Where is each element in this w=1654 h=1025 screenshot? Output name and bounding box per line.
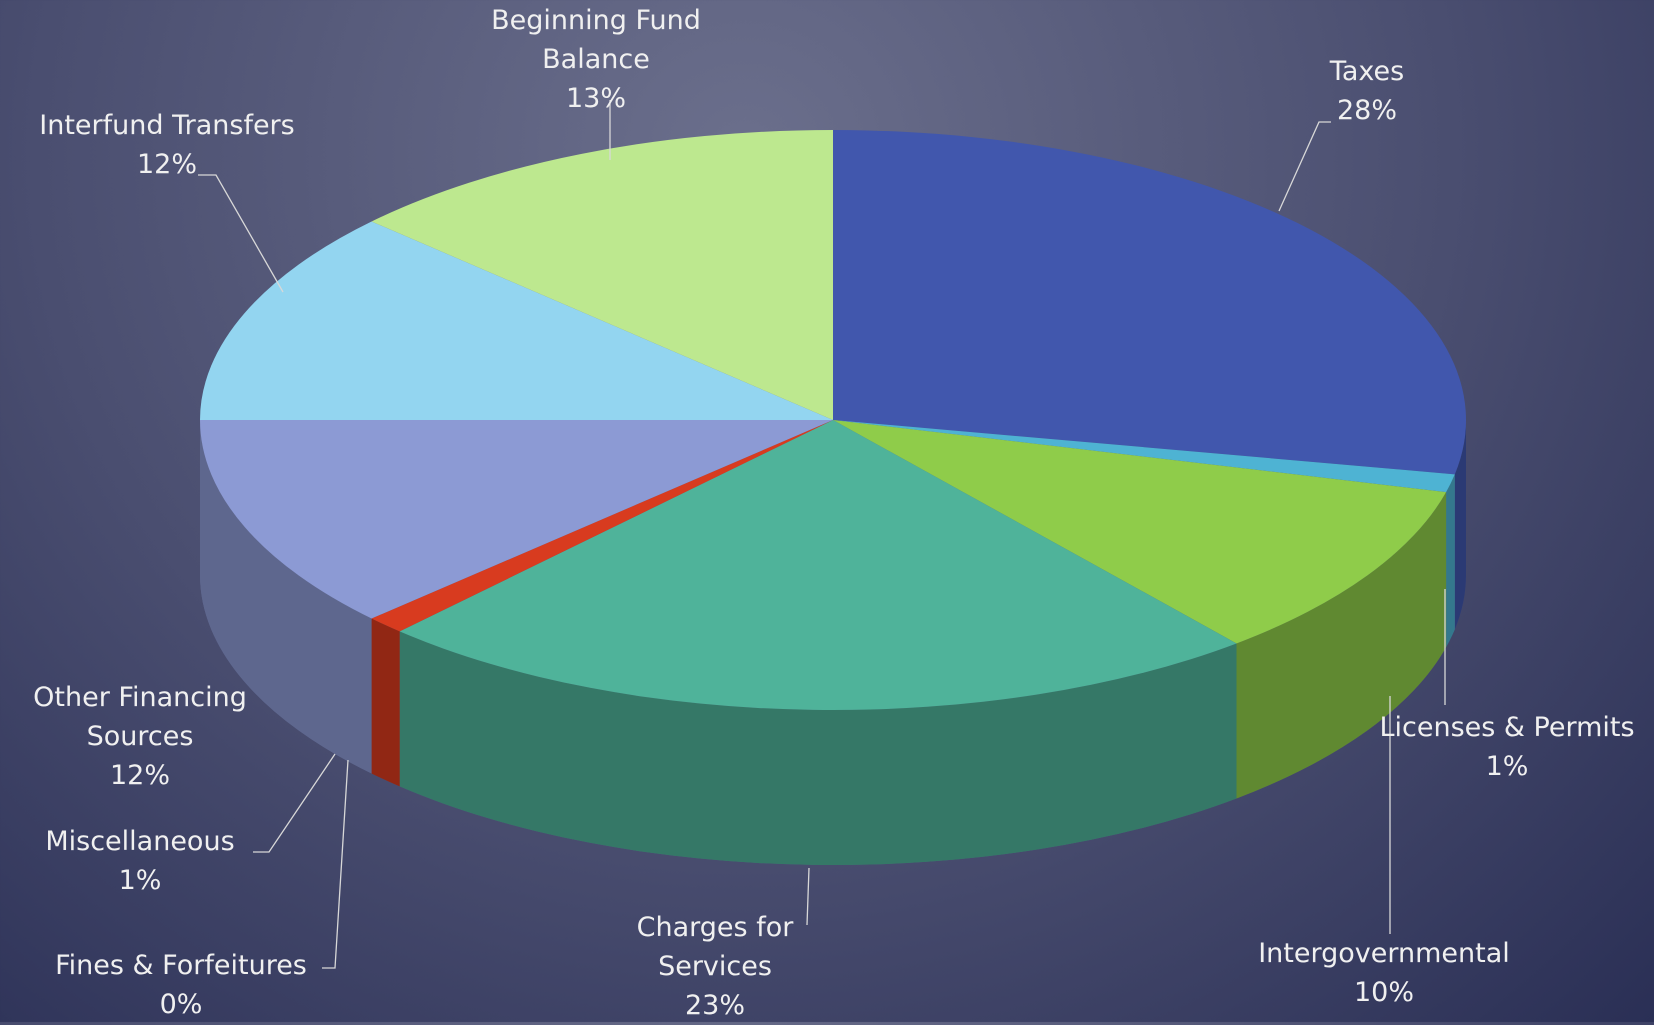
slice-sides <box>200 420 1466 866</box>
slice-label: Miscellaneous 1% <box>0 822 280 900</box>
slice <box>833 420 1455 493</box>
slice <box>833 130 1467 475</box>
slice-side-shade <box>1236 492 1447 799</box>
slice-name: Other Financing Sources <box>33 682 247 752</box>
slice-name: Charges for Services <box>636 912 794 982</box>
slice <box>200 221 833 420</box>
slice-tops <box>200 130 1467 710</box>
slice-side <box>200 420 372 774</box>
slice-side <box>1446 474 1455 648</box>
slice-name: Beginning Fund Balance <box>491 5 701 75</box>
slice <box>371 420 833 632</box>
slice-value: 13% <box>565 83 626 114</box>
slice-name: Fines & Forfeitures <box>55 950 307 981</box>
slice-name: Intergovernmental <box>1258 938 1510 969</box>
slice-label: Charges for Services 23% <box>605 908 825 1025</box>
slice-side-shade <box>200 420 372 774</box>
slice <box>833 420 1447 644</box>
slice-value: 28% <box>1336 95 1397 126</box>
slice-value: 23% <box>684 990 745 1021</box>
slice-value: 10% <box>1353 977 1414 1008</box>
slice <box>399 420 1237 710</box>
slice-value: 1% <box>1485 751 1529 782</box>
slice-value: 1% <box>118 865 162 896</box>
leader-line <box>253 753 336 853</box>
slice-side-shade <box>399 631 1237 866</box>
leader-line <box>322 759 349 969</box>
slice-label: Licenses & Permits 1% <box>1347 708 1654 786</box>
slice-value: 12% <box>109 760 170 791</box>
slice-side-shade <box>1446 474 1455 648</box>
slice-side <box>399 631 1237 866</box>
slice-name: Taxes <box>1329 56 1405 87</box>
slice-label: Interfund Transfers 12% <box>2 106 332 184</box>
slice-side <box>1236 492 1447 799</box>
slice-label: Intergovernmental 10% <box>1214 934 1554 1012</box>
slice-label: Taxes 28% <box>1217 52 1517 130</box>
slice <box>200 420 833 619</box>
slice-value: 12% <box>136 149 197 180</box>
slice-name: Interfund Transfers <box>39 110 295 141</box>
slice-name: Licenses & Permits <box>1379 712 1635 743</box>
slice-side-shade <box>1454 420 1466 630</box>
leader-line <box>198 174 284 293</box>
slices <box>200 130 1467 866</box>
slice-label: Fines & Forfeitures 0% <box>11 946 351 1024</box>
slice-side <box>371 618 400 787</box>
slice-value: 0% <box>159 989 203 1020</box>
slice <box>371 130 833 420</box>
slice-label: Beginning Fund Balance 13% <box>466 1 726 118</box>
slice-label: Other Financing Sources 12% <box>0 678 280 795</box>
leader-line <box>806 867 810 926</box>
slice-name: Miscellaneous <box>45 826 235 857</box>
slice-side-shade <box>371 618 400 787</box>
slice-side <box>1454 420 1466 630</box>
leader-line <box>1278 121 1331 212</box>
